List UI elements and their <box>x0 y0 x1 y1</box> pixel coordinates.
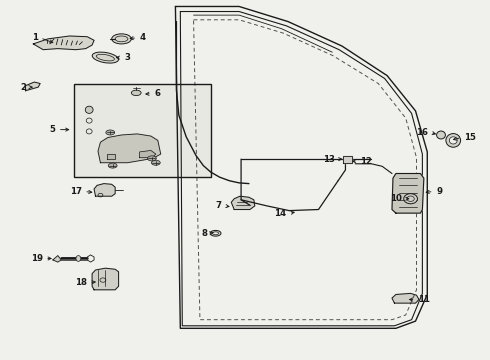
Text: 7: 7 <box>216 202 222 210</box>
Text: 14: 14 <box>274 209 287 217</box>
Text: 17: 17 <box>70 187 82 196</box>
Text: 12: 12 <box>360 157 372 166</box>
Ellipse shape <box>108 163 117 168</box>
Ellipse shape <box>151 160 160 165</box>
Text: 9: 9 <box>436 187 442 196</box>
Ellipse shape <box>449 137 457 144</box>
Polygon shape <box>25 82 40 91</box>
Ellipse shape <box>92 52 119 63</box>
Text: 16: 16 <box>416 128 428 137</box>
Text: 11: 11 <box>418 295 430 304</box>
Text: 6: 6 <box>154 89 160 98</box>
Ellipse shape <box>131 90 141 95</box>
Ellipse shape <box>213 232 219 235</box>
Polygon shape <box>94 184 115 196</box>
Text: 4: 4 <box>140 33 146 42</box>
Text: 3: 3 <box>124 53 130 62</box>
Polygon shape <box>140 150 156 158</box>
Ellipse shape <box>106 130 115 135</box>
Polygon shape <box>231 196 255 210</box>
Bar <box>74 84 211 177</box>
Polygon shape <box>98 134 161 163</box>
Ellipse shape <box>446 134 461 147</box>
Polygon shape <box>33 36 94 50</box>
Polygon shape <box>53 256 61 262</box>
Ellipse shape <box>404 194 417 204</box>
Text: 5: 5 <box>49 125 55 134</box>
Ellipse shape <box>112 34 131 44</box>
Text: 10: 10 <box>390 194 402 203</box>
Ellipse shape <box>85 106 93 113</box>
Ellipse shape <box>437 131 445 139</box>
Text: 1: 1 <box>32 33 38 42</box>
Polygon shape <box>343 156 352 163</box>
Polygon shape <box>107 154 115 159</box>
Ellipse shape <box>147 156 156 161</box>
Text: 18: 18 <box>75 278 87 287</box>
Polygon shape <box>392 174 424 213</box>
Text: 2: 2 <box>20 83 26 91</box>
Ellipse shape <box>76 256 81 261</box>
Ellipse shape <box>210 230 221 236</box>
Text: 8: 8 <box>201 229 207 238</box>
Text: 19: 19 <box>31 254 43 263</box>
Text: 13: 13 <box>323 154 335 163</box>
Polygon shape <box>92 268 119 290</box>
Text: 15: 15 <box>464 133 476 142</box>
Polygon shape <box>392 293 419 303</box>
